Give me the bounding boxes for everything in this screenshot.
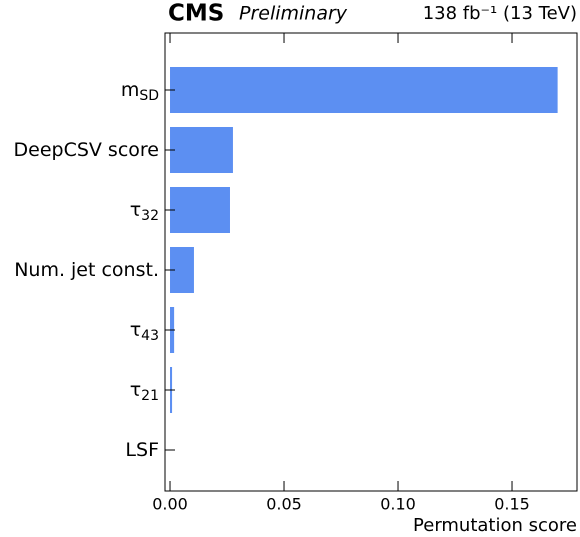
y-tick-label: τ43 bbox=[130, 319, 159, 345]
y-tick-label-sub: 32 bbox=[141, 208, 159, 224]
y-tick-label-text: LSF bbox=[125, 439, 159, 461]
experiment-label: CMS bbox=[168, 1, 224, 27]
status-label: Preliminary bbox=[239, 3, 348, 25]
y-tick-label-sub: 21 bbox=[141, 388, 159, 404]
y-tick-label: DeepCSV score bbox=[14, 139, 160, 161]
y-tick-label-sub: SD bbox=[139, 88, 159, 104]
y-tick-label-text: τ bbox=[130, 319, 141, 341]
y-tick-label: τ21 bbox=[130, 379, 159, 405]
y-tick-label-sub: 43 bbox=[141, 328, 159, 344]
y-tick-label-text: τ bbox=[130, 379, 141, 401]
y-tick-label: mSD bbox=[121, 79, 159, 105]
x-tick-label: 0.10 bbox=[380, 495, 416, 514]
lumi-label: 138 fb⁻¹ (13 TeV) bbox=[423, 3, 577, 24]
bar bbox=[170, 67, 558, 113]
bar bbox=[170, 187, 230, 233]
bar bbox=[170, 247, 194, 293]
y-tick-label: τ32 bbox=[130, 199, 159, 225]
x-tick-label: 0.15 bbox=[494, 495, 530, 514]
plot-frame bbox=[164, 32, 578, 492]
bar bbox=[170, 127, 233, 173]
x-tick-label: 0.00 bbox=[152, 495, 188, 514]
x-axis-label: Permutation score bbox=[413, 515, 577, 536]
y-tick-label-text: DeepCSV score bbox=[14, 139, 160, 161]
y-tick-label: LSF bbox=[125, 439, 159, 461]
y-tick-label-text: τ bbox=[130, 199, 141, 221]
y-tick-label: Num. jet const. bbox=[14, 259, 159, 281]
y-tick-label-text: Num. jet const. bbox=[14, 259, 159, 281]
x-tick-label: 0.05 bbox=[266, 495, 302, 514]
y-tick-label-text: m bbox=[121, 79, 140, 101]
